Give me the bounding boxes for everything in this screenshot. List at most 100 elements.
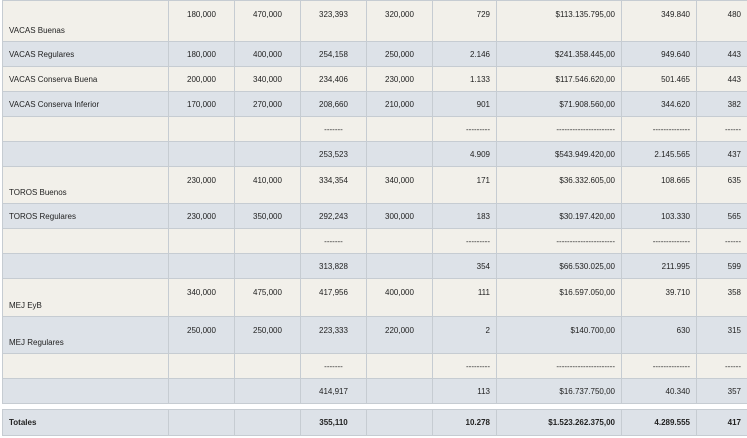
cell: 635 bbox=[696, 166, 747, 204]
cell: 180,000 bbox=[168, 0, 235, 42]
cell bbox=[366, 228, 433, 254]
cell: 200,000 bbox=[168, 66, 235, 92]
cell: 323,393 bbox=[300, 0, 367, 42]
category-label bbox=[2, 378, 169, 404]
cell: 340,000 bbox=[366, 166, 433, 204]
cell: 340,000 bbox=[168, 278, 235, 317]
cell: $543.949.420,00 bbox=[496, 141, 622, 167]
cell: 300,000 bbox=[366, 203, 433, 229]
cell bbox=[168, 141, 235, 167]
category-label bbox=[2, 141, 169, 167]
cell: 39.710 bbox=[621, 278, 697, 317]
cell: 230,000 bbox=[366, 66, 433, 92]
cell: 443 bbox=[696, 41, 747, 67]
cell bbox=[168, 409, 235, 436]
cell: 250,000 bbox=[366, 41, 433, 67]
category-label: MEJ EyB bbox=[2, 278, 169, 317]
cell bbox=[234, 228, 301, 254]
cell: $36.332.605,00 bbox=[496, 166, 622, 204]
category-label: VACAS Conserva Buena bbox=[2, 66, 169, 92]
cell: 220,000 bbox=[366, 316, 433, 354]
cell: 480 bbox=[696, 0, 747, 42]
cell: 344.620 bbox=[621, 91, 697, 117]
category-label bbox=[2, 228, 169, 254]
cell: --------- bbox=[432, 116, 497, 142]
cell: 443 bbox=[696, 66, 747, 92]
cell: 40.340 bbox=[621, 378, 697, 404]
cell: $113.135.795,00 bbox=[496, 0, 622, 42]
cell: 400,000 bbox=[366, 278, 433, 317]
cell: 901 bbox=[432, 91, 497, 117]
cell: --------- bbox=[432, 228, 497, 254]
cell: $117.546.620,00 bbox=[496, 66, 622, 92]
cell bbox=[366, 378, 433, 404]
cell: 437 bbox=[696, 141, 747, 167]
cell: 357 bbox=[696, 378, 747, 404]
category-label: TOROS Regulares bbox=[2, 203, 169, 229]
cell bbox=[234, 378, 301, 404]
cell: 1.133 bbox=[432, 66, 497, 92]
cell: $66.530.025,00 bbox=[496, 253, 622, 279]
category-label: VACAS Regulares bbox=[2, 41, 169, 67]
category-label bbox=[2, 116, 169, 142]
category-label: VACAS Buenas bbox=[2, 0, 169, 42]
cell: 501.465 bbox=[621, 66, 697, 92]
cell: 103.330 bbox=[621, 203, 697, 229]
cell bbox=[366, 141, 433, 167]
cell: 949.640 bbox=[621, 41, 697, 67]
cell: 108.665 bbox=[621, 166, 697, 204]
cell: 475,000 bbox=[234, 278, 301, 317]
cell: ------ bbox=[696, 228, 747, 254]
cell: --------- bbox=[432, 353, 497, 379]
cell: ------- bbox=[300, 228, 367, 254]
cell: 230,000 bbox=[168, 166, 235, 204]
table-row: TOROS Buenos 230,000 410,000 334,354 340… bbox=[2, 166, 747, 204]
cell: 565 bbox=[696, 203, 747, 229]
cell: 414,917 bbox=[300, 378, 367, 404]
separator-row: ------- --------- ----------------------… bbox=[2, 228, 747, 254]
cell: -------------- bbox=[621, 353, 697, 379]
cell bbox=[168, 378, 235, 404]
category-label bbox=[2, 353, 169, 379]
cell: 599 bbox=[696, 253, 747, 279]
cell: 320,000 bbox=[366, 0, 433, 42]
category-label: MEJ Regulares bbox=[2, 316, 169, 354]
cell: ---------------------- bbox=[496, 228, 622, 254]
subtotal-row: 253,523 4.909 $543.949.420,00 2.145.565 … bbox=[2, 141, 747, 167]
cell: ------ bbox=[696, 116, 747, 142]
cell bbox=[234, 253, 301, 279]
cell: 349.840 bbox=[621, 0, 697, 42]
cell: ------ bbox=[696, 353, 747, 379]
cell: 254,158 bbox=[300, 41, 367, 67]
cell bbox=[168, 116, 235, 142]
cell bbox=[366, 253, 433, 279]
cell: 334,354 bbox=[300, 166, 367, 204]
category-label bbox=[2, 253, 169, 279]
cell bbox=[366, 409, 433, 436]
cell: 111 bbox=[432, 278, 497, 317]
category-label: VACAS Conserva Inferior bbox=[2, 91, 169, 117]
separator-row: ------- --------- ----------------------… bbox=[2, 353, 747, 379]
cell: $16.737.750,00 bbox=[496, 378, 622, 404]
cell: 313,828 bbox=[300, 253, 367, 279]
cell: $71.908.560,00 bbox=[496, 91, 622, 117]
cell: -------------- bbox=[621, 116, 697, 142]
cell: ---------------------- bbox=[496, 116, 622, 142]
separator-row: ------- --------- ----------------------… bbox=[2, 116, 747, 142]
table-row: MEJ Regulares 250,000 250,000 223,333 22… bbox=[2, 316, 747, 354]
cell: 230,000 bbox=[168, 203, 235, 229]
cell: 417,956 bbox=[300, 278, 367, 317]
cell bbox=[168, 353, 235, 379]
cell: $241.358.445,00 bbox=[496, 41, 622, 67]
cell bbox=[168, 253, 235, 279]
totals-row: Totales 355,110 10.278 $1.523.262.375,00… bbox=[2, 409, 747, 436]
totals-label: Totales bbox=[2, 409, 169, 436]
cell: 183 bbox=[432, 203, 497, 229]
cell: 315 bbox=[696, 316, 747, 354]
cell: 400,000 bbox=[234, 41, 301, 67]
table-row: VACAS Conserva Inferior 170,000 270,000 … bbox=[2, 91, 747, 117]
cell: 470,000 bbox=[234, 0, 301, 42]
cell: ------- bbox=[300, 353, 367, 379]
cell bbox=[234, 409, 301, 436]
table-row: MEJ EyB 340,000 475,000 417,956 400,000 … bbox=[2, 278, 747, 317]
